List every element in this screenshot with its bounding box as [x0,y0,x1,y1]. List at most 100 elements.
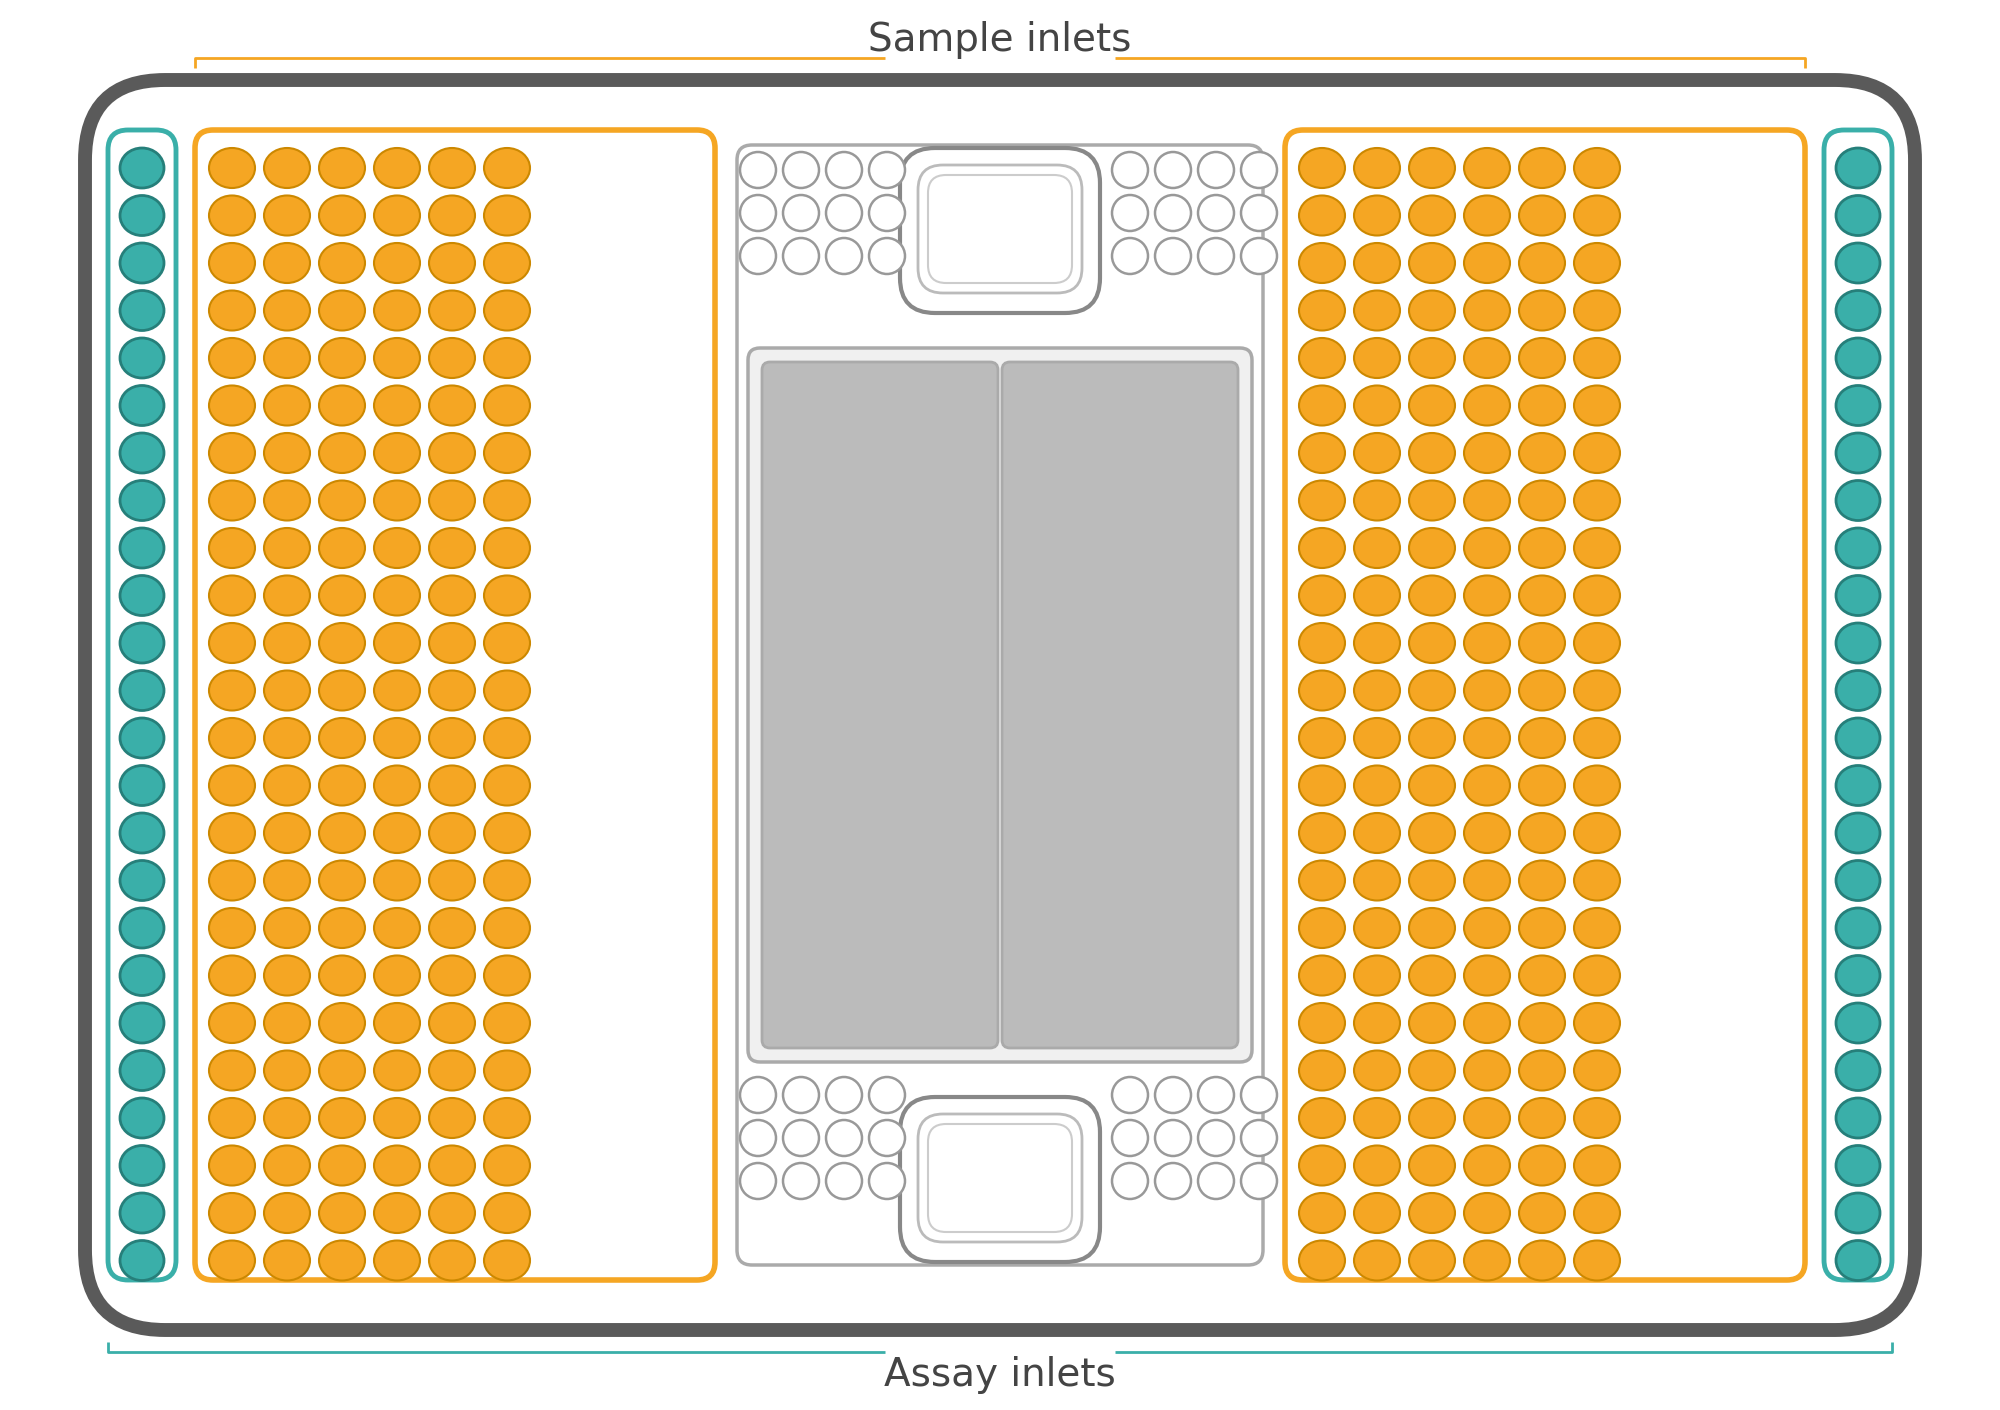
Ellipse shape [484,196,530,235]
Ellipse shape [1836,766,1880,805]
Ellipse shape [320,1003,364,1043]
Ellipse shape [374,196,420,235]
Ellipse shape [1520,1098,1564,1138]
Ellipse shape [1574,575,1620,616]
Ellipse shape [208,196,256,235]
Ellipse shape [374,956,420,995]
Ellipse shape [1408,623,1456,663]
Ellipse shape [1408,766,1456,805]
Ellipse shape [484,433,530,472]
Ellipse shape [1300,527,1344,568]
Ellipse shape [1836,575,1880,616]
Ellipse shape [264,1241,310,1280]
Ellipse shape [1574,338,1620,378]
Ellipse shape [1464,575,1510,616]
FancyBboxPatch shape [928,1124,1072,1232]
Ellipse shape [1836,290,1880,330]
Ellipse shape [264,290,310,330]
Ellipse shape [1354,433,1400,472]
Ellipse shape [1300,908,1344,948]
Ellipse shape [120,1098,164,1138]
Ellipse shape [1112,152,1148,188]
FancyBboxPatch shape [918,165,1082,293]
Ellipse shape [1408,1145,1456,1186]
Ellipse shape [1574,1145,1620,1186]
Ellipse shape [1836,481,1880,520]
Ellipse shape [264,623,310,663]
Ellipse shape [1408,814,1456,853]
Ellipse shape [1408,1050,1456,1090]
Ellipse shape [1836,148,1880,188]
Ellipse shape [120,575,164,616]
Ellipse shape [1300,814,1344,853]
Ellipse shape [1240,152,1278,188]
Ellipse shape [1836,623,1880,663]
Ellipse shape [264,908,310,948]
Ellipse shape [1574,433,1620,472]
Ellipse shape [320,1145,364,1186]
Ellipse shape [1408,860,1456,901]
Ellipse shape [320,956,364,995]
Ellipse shape [784,1120,820,1156]
Ellipse shape [320,385,364,426]
Ellipse shape [208,1241,256,1280]
Ellipse shape [374,148,420,188]
Ellipse shape [208,290,256,330]
Ellipse shape [1354,1145,1400,1186]
Ellipse shape [1354,196,1400,235]
Ellipse shape [1156,1163,1192,1198]
Ellipse shape [1836,1098,1880,1138]
Ellipse shape [1112,1077,1148,1112]
FancyBboxPatch shape [84,80,1916,1330]
Ellipse shape [1836,243,1880,283]
Ellipse shape [374,527,420,568]
Ellipse shape [120,1003,164,1043]
Ellipse shape [374,1050,420,1090]
Ellipse shape [320,433,364,472]
Ellipse shape [1354,908,1400,948]
Ellipse shape [868,238,904,274]
Ellipse shape [320,814,364,853]
Ellipse shape [264,575,310,616]
Ellipse shape [1240,1077,1278,1112]
Ellipse shape [1156,1077,1192,1112]
Ellipse shape [484,243,530,283]
Ellipse shape [1836,1003,1880,1043]
Ellipse shape [320,1193,364,1232]
Ellipse shape [1464,908,1510,948]
Ellipse shape [264,196,310,235]
Ellipse shape [264,956,310,995]
Ellipse shape [868,1120,904,1156]
Ellipse shape [1354,1098,1400,1138]
Ellipse shape [120,1145,164,1186]
Ellipse shape [1300,1241,1344,1280]
Ellipse shape [428,766,476,805]
Ellipse shape [208,338,256,378]
Ellipse shape [428,338,476,378]
Ellipse shape [1520,1003,1564,1043]
Ellipse shape [120,338,164,378]
Ellipse shape [1464,196,1510,235]
Ellipse shape [120,385,164,426]
Ellipse shape [740,238,776,274]
Ellipse shape [1520,956,1564,995]
Ellipse shape [484,623,530,663]
Ellipse shape [208,1098,256,1138]
Ellipse shape [1520,671,1564,711]
Ellipse shape [1520,527,1564,568]
Ellipse shape [1408,196,1456,235]
Ellipse shape [320,1241,364,1280]
Ellipse shape [1300,766,1344,805]
Ellipse shape [1112,1163,1148,1198]
Ellipse shape [1408,243,1456,283]
Ellipse shape [1464,290,1510,330]
Ellipse shape [428,814,476,853]
Ellipse shape [1156,195,1192,231]
Ellipse shape [1112,1120,1148,1156]
Ellipse shape [1300,433,1344,472]
Ellipse shape [1574,1241,1620,1280]
Ellipse shape [868,152,904,188]
Ellipse shape [1354,623,1400,663]
Ellipse shape [1464,433,1510,472]
Ellipse shape [868,1077,904,1112]
